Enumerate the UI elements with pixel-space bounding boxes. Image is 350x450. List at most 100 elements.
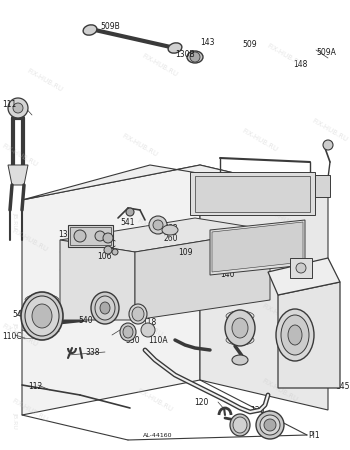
Ellipse shape (256, 411, 284, 439)
Text: 509B: 509B (100, 22, 120, 31)
Text: FIX-HUB.RU: FIX-HUB.RU (1, 322, 39, 348)
Text: 338: 338 (85, 348, 99, 357)
Bar (290, 258, 312, 278)
Polygon shape (195, 176, 310, 212)
Ellipse shape (123, 326, 133, 338)
Circle shape (74, 230, 86, 242)
Text: 307: 307 (216, 258, 231, 267)
Text: FIX-HUB.RU: FIX-HUB.RU (311, 117, 349, 143)
Polygon shape (8, 165, 28, 185)
Circle shape (104, 246, 112, 254)
Circle shape (126, 208, 134, 216)
Ellipse shape (129, 304, 147, 324)
Text: JB.RU: JB.RU (13, 322, 18, 338)
Text: 111: 111 (2, 100, 16, 109)
Ellipse shape (91, 292, 119, 324)
Polygon shape (60, 240, 135, 320)
Text: AL-44160: AL-44160 (143, 433, 173, 438)
Ellipse shape (276, 309, 314, 361)
Circle shape (103, 233, 113, 243)
Text: FIX-HUB.RU: FIX-HUB.RU (26, 68, 64, 93)
Polygon shape (135, 230, 270, 320)
Text: FIX-HUB.RU: FIX-HUB.RU (126, 312, 164, 338)
Text: 563: 563 (163, 224, 177, 233)
Ellipse shape (260, 415, 280, 435)
Ellipse shape (25, 296, 59, 336)
Circle shape (112, 249, 118, 255)
Text: FIX-HUB.RU: FIX-HUB.RU (266, 207, 304, 233)
Ellipse shape (83, 25, 97, 35)
Text: FIX-HUB.RU: FIX-HUB.RU (241, 127, 279, 153)
Text: 130C: 130C (96, 240, 116, 249)
Ellipse shape (233, 417, 247, 433)
Text: 521: 521 (258, 414, 272, 423)
Text: 106: 106 (97, 252, 112, 261)
Bar (70, 227, 111, 245)
Text: 260: 260 (163, 234, 177, 243)
Ellipse shape (187, 51, 203, 63)
Ellipse shape (100, 302, 110, 314)
Text: FIX-HUB.RU: FIX-HUB.RU (11, 227, 49, 252)
Text: 540: 540 (12, 310, 27, 319)
Text: FIX-HUB.RU: FIX-HUB.RU (11, 397, 49, 423)
Ellipse shape (120, 323, 136, 341)
Text: 148: 148 (294, 60, 308, 69)
Ellipse shape (21, 292, 63, 340)
Text: 140: 140 (220, 270, 235, 279)
Polygon shape (200, 165, 328, 410)
Text: 110A: 110A (148, 336, 168, 345)
Text: FIX-HUB.RU: FIX-HUB.RU (1, 142, 39, 168)
Polygon shape (60, 218, 270, 252)
Bar (68, 225, 113, 247)
Circle shape (141, 323, 155, 337)
Text: 130: 130 (250, 406, 265, 415)
Polygon shape (22, 165, 328, 200)
Text: FIX-HUB.RU: FIX-HUB.RU (261, 378, 299, 403)
Ellipse shape (230, 414, 250, 436)
Text: FIX-HUB.RU: FIX-HUB.RU (261, 302, 299, 328)
Text: FIX-HUB.RU: FIX-HUB.RU (136, 217, 174, 243)
Ellipse shape (232, 318, 248, 338)
Text: JB.RU: JB.RU (13, 412, 18, 428)
Circle shape (296, 263, 306, 273)
Text: 112: 112 (28, 382, 42, 391)
Bar (300, 175, 330, 197)
Circle shape (95, 231, 105, 241)
Text: 120: 120 (194, 398, 208, 407)
Circle shape (153, 220, 163, 230)
Text: 509A: 509A (316, 48, 336, 57)
Circle shape (190, 52, 200, 62)
Circle shape (149, 216, 167, 234)
Circle shape (13, 103, 23, 113)
Text: FIX-HUB.RU: FIX-HUB.RU (121, 132, 159, 157)
Ellipse shape (288, 325, 302, 345)
Text: 550: 550 (125, 336, 140, 345)
Text: 145: 145 (335, 382, 350, 391)
Polygon shape (268, 258, 340, 295)
Text: 109: 109 (178, 248, 193, 257)
Polygon shape (210, 220, 305, 275)
Text: FIX-HUB.RU: FIX-HUB.RU (141, 52, 179, 78)
Ellipse shape (225, 310, 255, 346)
Ellipse shape (162, 225, 178, 235)
Ellipse shape (32, 304, 52, 328)
Text: FIX-HUB.RU: FIX-HUB.RU (136, 387, 174, 413)
Polygon shape (190, 172, 315, 215)
Polygon shape (22, 165, 200, 415)
Text: 118: 118 (142, 318, 156, 327)
Polygon shape (278, 282, 340, 388)
Text: 130B: 130B (58, 230, 78, 239)
Text: JB.RU: JB.RU (13, 212, 18, 229)
Ellipse shape (281, 315, 309, 355)
Circle shape (264, 419, 276, 431)
Text: 143: 143 (200, 38, 215, 47)
Circle shape (323, 140, 333, 150)
Ellipse shape (132, 307, 144, 321)
Text: 540: 540 (78, 316, 93, 325)
Ellipse shape (168, 43, 182, 53)
Text: FIX-HUB.RU: FIX-HUB.RU (266, 42, 304, 68)
Text: 130B: 130B (175, 50, 195, 59)
Ellipse shape (232, 355, 248, 365)
Ellipse shape (95, 296, 115, 320)
Text: Pl1: Pl1 (308, 431, 320, 440)
